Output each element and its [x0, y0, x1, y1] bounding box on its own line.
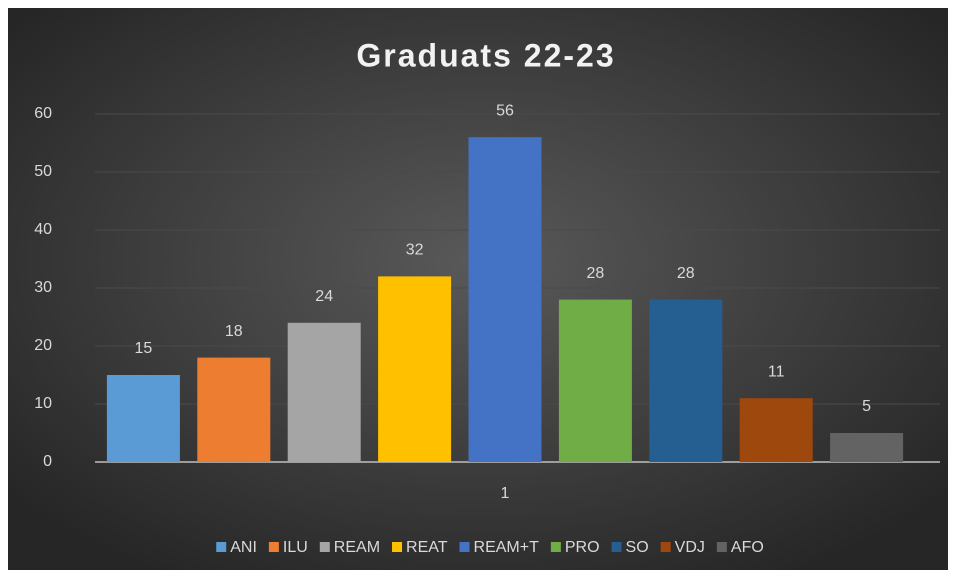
- data-label: 56: [496, 102, 514, 119]
- legend-swatch: [459, 542, 470, 552]
- data-label: 5: [862, 398, 871, 415]
- bar: [649, 299, 723, 462]
- legend-label: ANI: [230, 539, 257, 556]
- y-tick-label: 10: [34, 395, 52, 412]
- legend-label: REAM: [334, 539, 380, 556]
- legend-swatch: [268, 542, 279, 552]
- legend-swatch: [319, 542, 330, 552]
- x-tick-label: 1: [501, 485, 510, 502]
- data-label: 32: [406, 242, 424, 259]
- chart-title: Graduats 22-23: [356, 37, 615, 73]
- legend-label: VDJ: [675, 539, 705, 556]
- bar: [558, 299, 632, 462]
- legend-swatch: [716, 542, 727, 552]
- legend-label: ILU: [283, 539, 308, 556]
- y-tick-label: 0: [43, 453, 52, 470]
- data-label: 28: [587, 265, 605, 282]
- legend-swatch: [550, 542, 561, 552]
- legend-swatch: [660, 542, 671, 552]
- data-label: 24: [315, 288, 333, 305]
- data-label: 28: [677, 265, 695, 282]
- y-tick-label: 50: [34, 163, 52, 180]
- bar: [197, 357, 271, 462]
- bar: [287, 322, 361, 462]
- data-label: 11: [768, 363, 785, 380]
- legend-label: REAM+T: [474, 539, 540, 556]
- legend-label: REAT: [406, 539, 448, 556]
- y-tick-label: 20: [34, 337, 52, 354]
- bar: [378, 276, 452, 462]
- legend-label: PRO: [565, 539, 600, 556]
- y-tick-label: 40: [34, 221, 52, 238]
- legend-label: AFO: [731, 539, 764, 556]
- legend-swatch: [216, 542, 227, 552]
- legend-swatch: [392, 542, 403, 552]
- bar: [739, 398, 813, 462]
- bar: [830, 433, 904, 462]
- bar: [468, 137, 542, 462]
- legend-label: SO: [626, 539, 649, 556]
- legend-swatch: [611, 542, 622, 552]
- y-tick-label: 60: [34, 105, 52, 122]
- y-tick-label: 30: [34, 279, 52, 296]
- data-label: 18: [225, 323, 243, 340]
- bar: [106, 375, 180, 462]
- data-label: 15: [135, 340, 153, 357]
